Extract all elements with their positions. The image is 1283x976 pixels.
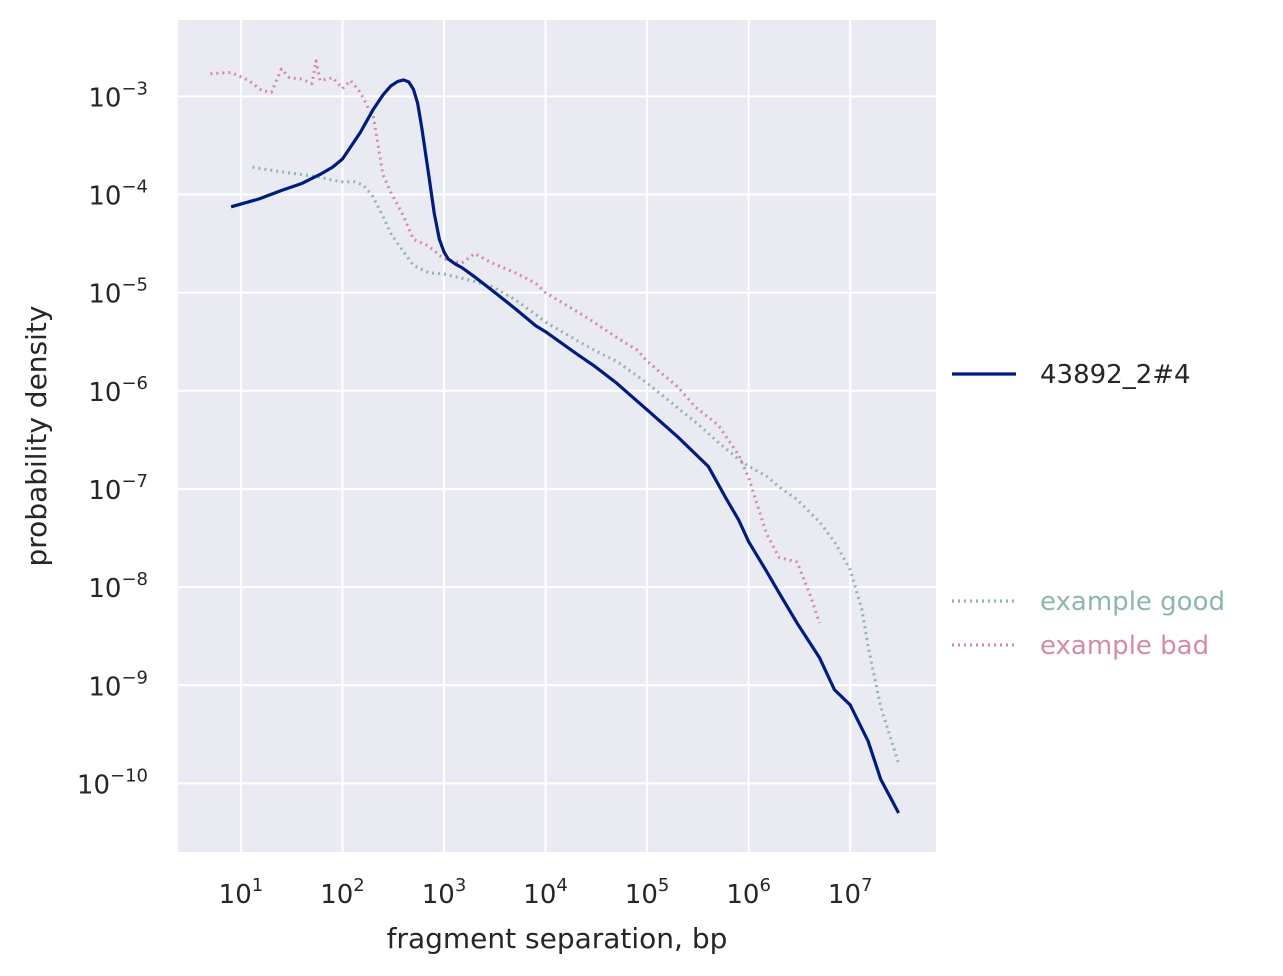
x-tick-labels: 101 102 103 104 105 106 107: [219, 875, 873, 910]
x-tick-label-1: 101: [219, 875, 264, 910]
y-tick-label-7: 10−9: [88, 667, 148, 702]
legend-label-series-3: example bad: [1040, 631, 1209, 661]
y-tick-label-4: 10−6: [88, 373, 148, 408]
series-line-1: [230, 78, 901, 814]
legend-label-series-2: example good: [1040, 587, 1225, 617]
y-tick-label-8: 10−10: [77, 765, 148, 800]
x-tick-label-4: 104: [523, 875, 568, 910]
legend: 43892_2#4 example good example bad: [952, 360, 1225, 661]
y-tick-label-6: 10−8: [88, 569, 148, 604]
x-tick-label-3: 103: [422, 875, 467, 910]
y-axis-label: probability density: [20, 306, 53, 567]
y-tick-labels: 10−3 10−4 10−5 10−6 10−7 10−8 10−9 10−10: [77, 78, 148, 800]
y-tick-label-1: 10−3: [88, 78, 148, 113]
x-tick-label-7: 107: [828, 875, 873, 910]
y-tick-label-2: 10−4: [88, 177, 148, 212]
x-tick-label-5: 105: [625, 875, 670, 910]
legend-label-series-1: 43892_2#4: [1040, 360, 1191, 390]
series-line-3: [210, 59, 822, 624]
x-tick-label-2: 102: [320, 875, 365, 910]
plot-background: [178, 20, 936, 852]
grid-lines: [178, 20, 936, 852]
y-tick-label-3: 10−5: [88, 275, 148, 310]
series-line-2: [252, 165, 901, 764]
x-tick-label-6: 106: [726, 875, 771, 910]
x-axis-label: fragment separation, bp: [387, 922, 728, 955]
y-tick-label-5: 10−7: [88, 471, 148, 506]
series-layer: [210, 59, 901, 814]
